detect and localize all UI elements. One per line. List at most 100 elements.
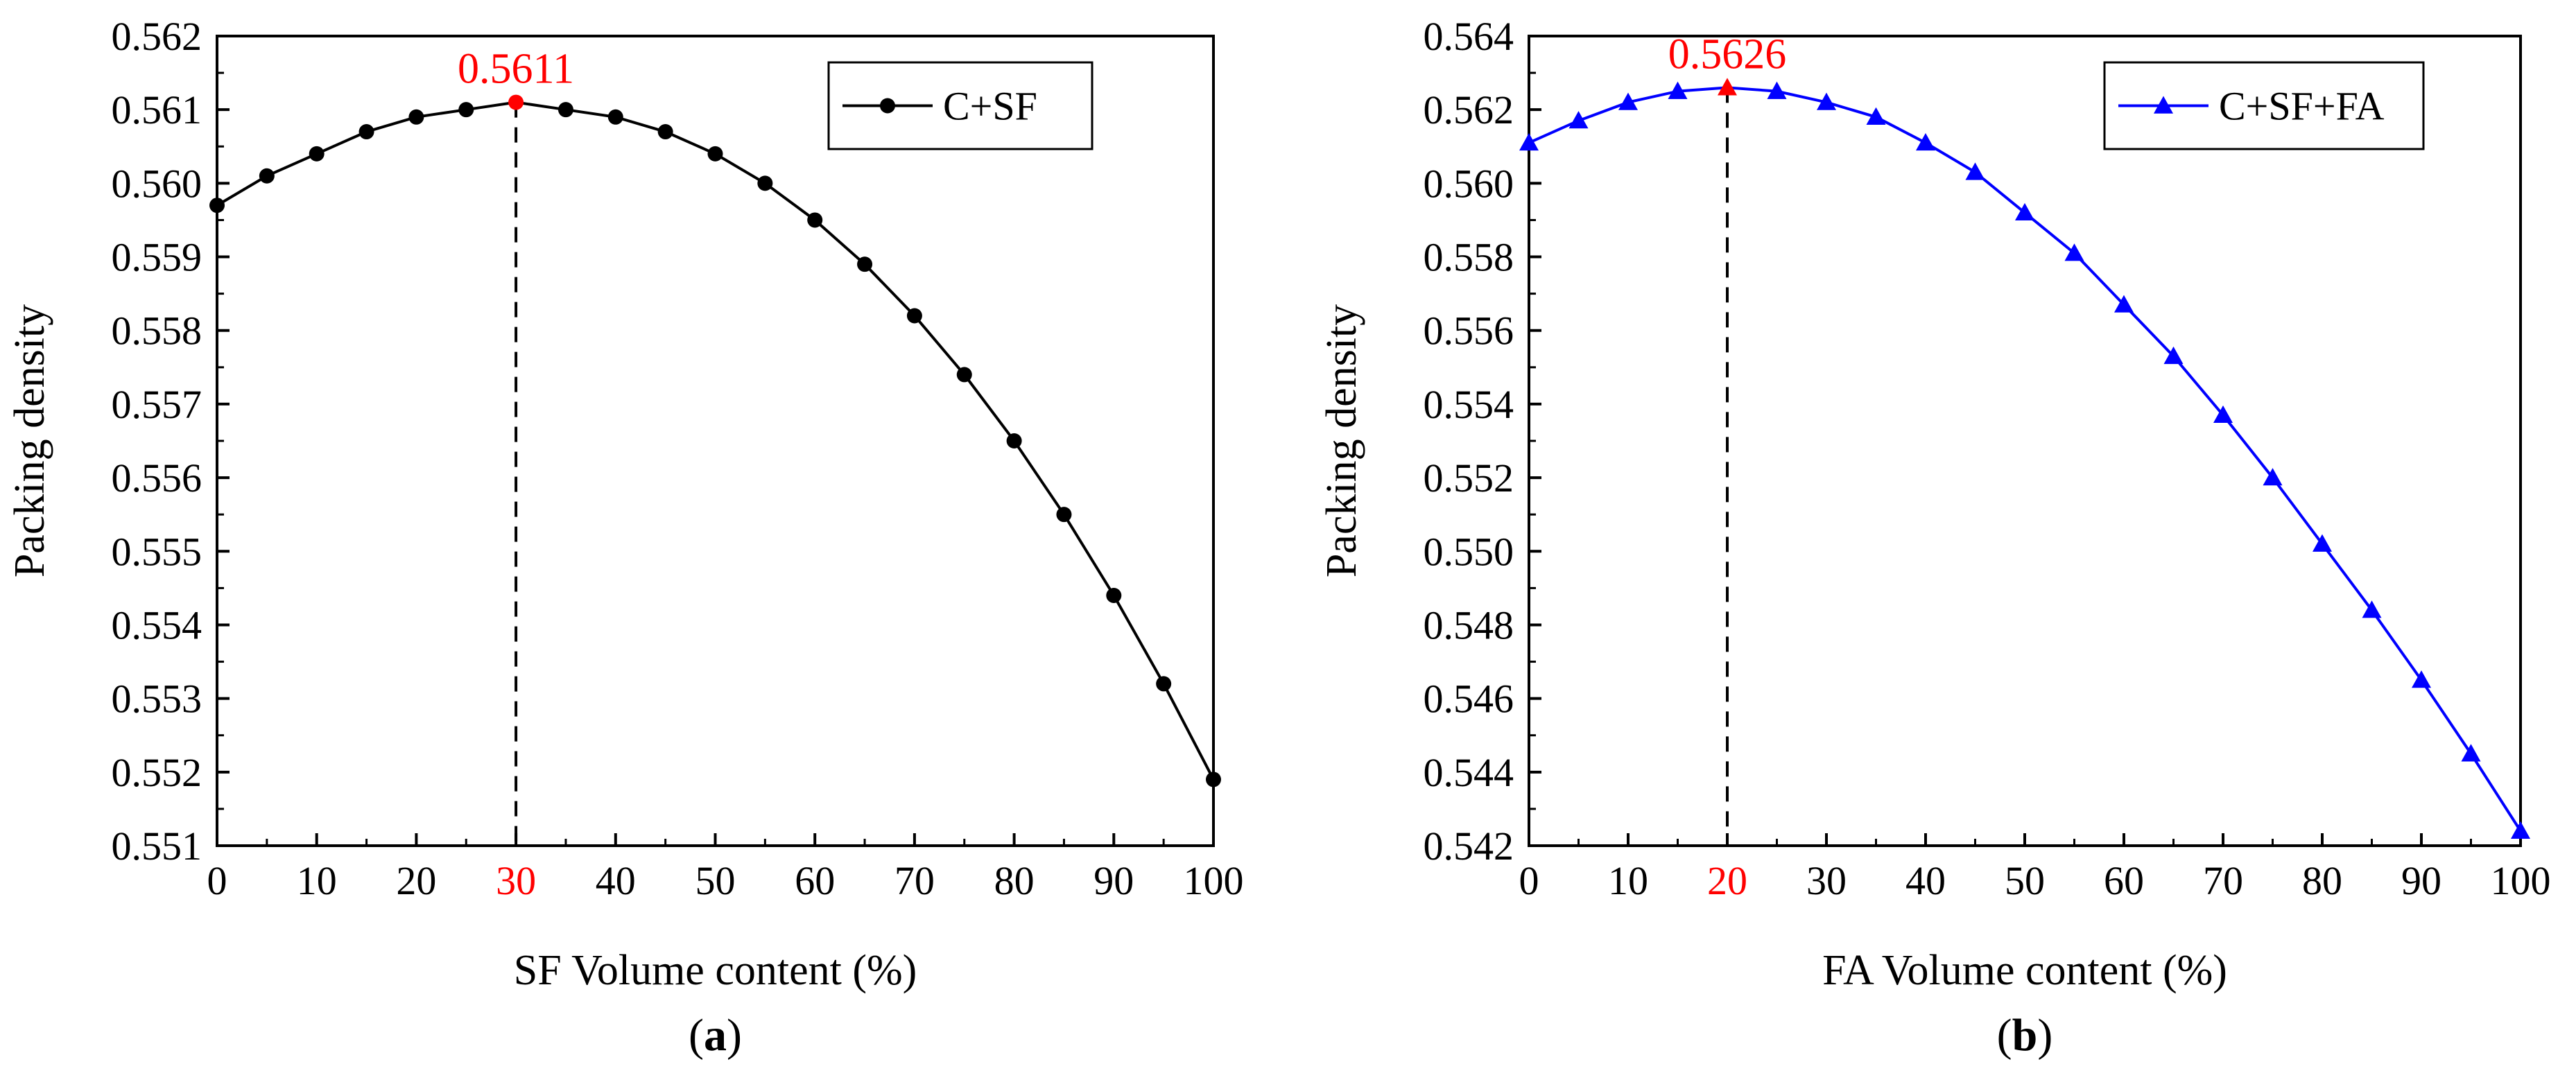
- data-point: [1916, 132, 1935, 151]
- x-axis-title: SF Volume content (%): [514, 947, 917, 994]
- data-point: [906, 308, 922, 324]
- y-tick-label: 0.562: [112, 14, 202, 59]
- x-tick-label: 0: [1519, 858, 1539, 903]
- y-tick-label: 0.558: [112, 308, 202, 354]
- data-point: [1006, 433, 1022, 448]
- data-point: [607, 109, 623, 125]
- y-tick-label: 0.554: [1424, 382, 1514, 427]
- legend-swatch-marker: [880, 98, 895, 114]
- x-tick-label: 90: [1093, 858, 1134, 903]
- plot-frame: [1528, 35, 2522, 847]
- optimum-value-label: 0.5626: [1668, 31, 1787, 78]
- data-point: [1056, 507, 1072, 523]
- y-tick-label: 0.562: [1424, 87, 1514, 132]
- y-tick-label: 0.556: [112, 455, 202, 500]
- x-tick-label: 20: [396, 858, 436, 903]
- data-point: [1668, 81, 1688, 99]
- data-point: [757, 175, 773, 191]
- x-tick-label: 100: [2491, 858, 2551, 903]
- data-point: [1206, 772, 1221, 787]
- y-tick-label: 0.564: [1424, 14, 1514, 59]
- y-tick-label: 0.542: [1424, 824, 1514, 869]
- panel-label: (a): [689, 1010, 742, 1061]
- x-tick-label: 10: [297, 858, 337, 903]
- data-point: [1866, 107, 1886, 125]
- y-tick-label: 0.558: [1424, 235, 1514, 280]
- y-tick-label: 0.554: [112, 602, 202, 647]
- data-point: [2114, 295, 2134, 313]
- y-tick-label: 0.552: [112, 750, 202, 795]
- y-tick-label: 0.561: [112, 87, 202, 132]
- data-point: [2362, 600, 2382, 618]
- x-tick-label: 10: [1608, 858, 1648, 903]
- data-point: [1106, 587, 1122, 603]
- data-point: [2064, 243, 2084, 261]
- y-axis-title: Packing density: [6, 304, 53, 577]
- data-point: [209, 198, 225, 214]
- legend-swatch-marker: [2154, 96, 2173, 114]
- data-point: [557, 102, 573, 118]
- data-point: [2412, 670, 2431, 688]
- data-point: [956, 367, 972, 383]
- panel-b: 0 10 20 30 40 50 60 70 80 90 100 0.542 0.544 0.546 0.5…: [1318, 14, 2551, 1061]
- series-line: [1528, 86, 2522, 832]
- data-point: [1618, 92, 1638, 110]
- panel-label: (b): [1997, 1010, 2053, 1061]
- data-point: [2163, 346, 2184, 365]
- data-point: [408, 109, 424, 125]
- x-tick-label: 40: [1905, 858, 1946, 903]
- data-point: [1817, 92, 1836, 110]
- x-tick-label: 50: [695, 858, 736, 903]
- y-tick-label: 0.555: [112, 529, 202, 574]
- data-point: [2511, 821, 2530, 839]
- y-tick-label: 0.553: [112, 677, 202, 722]
- y-tick-label: 0.560: [112, 161, 202, 206]
- data-point: [2461, 744, 2481, 762]
- data-point: [1767, 81, 1787, 99]
- x-tick-label: 90: [2401, 858, 2441, 903]
- data-point: [657, 124, 673, 140]
- y-tick-label: 0.548: [1424, 602, 1514, 647]
- x-tick-label: 60: [2104, 858, 2144, 903]
- x-tick-label: 80: [994, 858, 1035, 903]
- x-tick-label: 70: [894, 858, 935, 903]
- x-tick-label: 100: [1184, 858, 1244, 903]
- x-tick-label: 20: [1707, 858, 1747, 903]
- y-axis-title: Packing density: [1318, 304, 1365, 577]
- data-point: [2313, 534, 2332, 552]
- y-tick-label: 0.550: [1424, 529, 1514, 574]
- y-tick-label: 0.544: [1424, 750, 1514, 795]
- legend-label: C+SF+FA: [2219, 84, 2385, 129]
- x-tick-label: 30: [1806, 858, 1847, 903]
- data-point: [2213, 405, 2233, 424]
- data-point: [707, 146, 723, 162]
- x-tick-label: 80: [2302, 858, 2342, 903]
- data-point: [458, 102, 474, 118]
- data-point: [1519, 132, 1539, 151]
- y-tick-label: 0.552: [1424, 455, 1514, 500]
- data-point: [807, 212, 823, 228]
- data-point: [508, 94, 524, 110]
- y-tick-label: 0.546: [1424, 677, 1514, 722]
- x-tick-label: 70: [2203, 858, 2243, 903]
- x-tick-label: 30: [496, 858, 536, 903]
- y-tick-label: 0.559: [112, 235, 202, 280]
- y-tick-label: 0.560: [1424, 161, 1514, 206]
- y-tick-label: 0.556: [1424, 308, 1514, 354]
- data-point: [309, 146, 325, 162]
- x-tick-label: 40: [596, 858, 636, 903]
- data-point: [259, 168, 275, 184]
- data-point: [358, 124, 374, 140]
- data-point: [1965, 162, 1985, 180]
- data-point: [1156, 676, 1172, 692]
- data-point: [1568, 111, 1589, 129]
- y-tick-label: 0.551: [112, 824, 202, 869]
- optimum-value-label: 0.5611: [458, 46, 574, 93]
- data-point: [857, 256, 873, 272]
- data-point: [1718, 78, 1737, 96]
- data-point: [2263, 468, 2283, 486]
- legend-label: C+SF: [943, 84, 1037, 129]
- x-tick-label: 50: [2005, 858, 2045, 903]
- x-tick-label: 0: [207, 858, 227, 903]
